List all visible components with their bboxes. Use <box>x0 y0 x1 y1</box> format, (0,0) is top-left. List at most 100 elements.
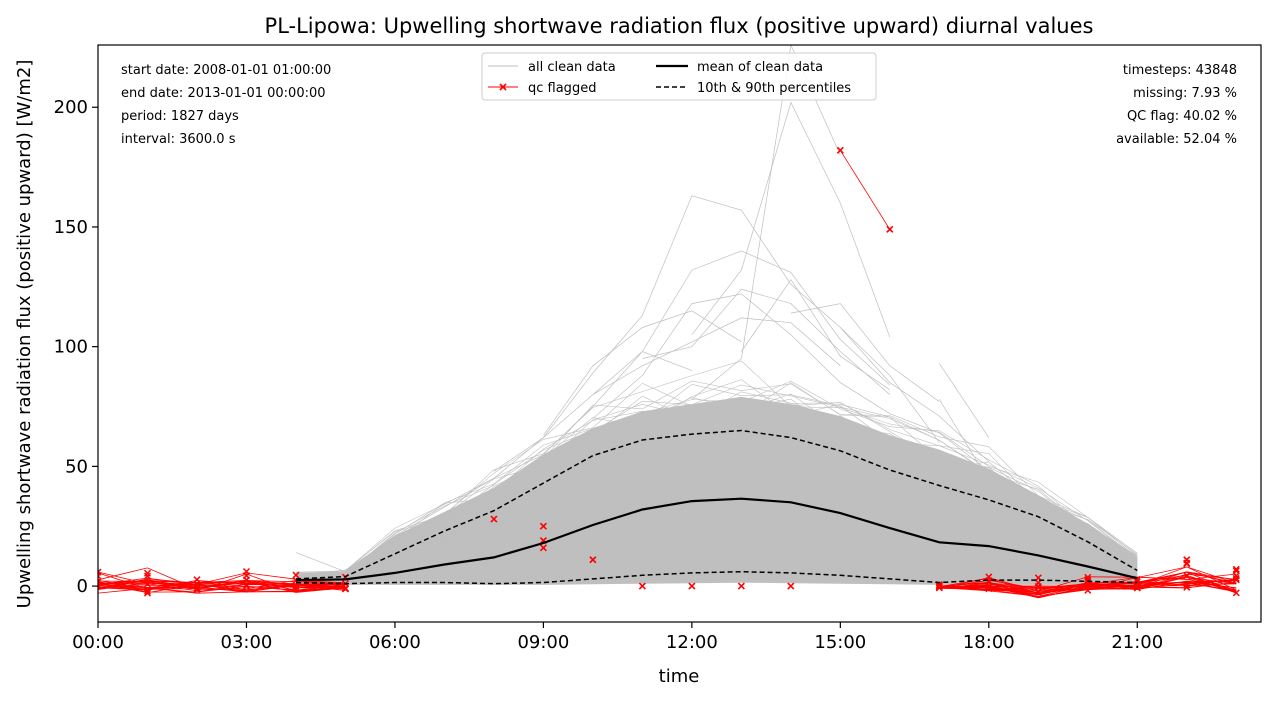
clean-data-line <box>295 507 1138 582</box>
qc-flagged-point <box>589 556 597 564</box>
info-block-left: start date: 2008-01-01 01:00:00 end date… <box>121 63 331 147</box>
qc-flagged-marker <box>143 572 152 580</box>
clean-data-line <box>295 461 1138 579</box>
y-tick-label: 150 <box>54 217 88 238</box>
clean-outlier-line <box>592 317 841 395</box>
info-period: period: 1827 days <box>121 109 239 124</box>
qc-flagged-marker <box>143 569 152 577</box>
clean-data-line <box>295 433 1138 579</box>
info-block-right: timesteps: 43848 missing: 7.93 % QC flag… <box>1116 63 1237 147</box>
clean-data-line <box>295 360 1138 575</box>
qc-flagged-line <box>98 579 346 591</box>
clean-data-line <box>295 410 1138 575</box>
qc-flagged-marker <box>143 580 152 588</box>
plot-frame <box>97 44 1262 623</box>
qc-flagged-marker <box>985 585 993 593</box>
legend-frame <box>481 52 877 101</box>
qc-flagged-point <box>539 544 547 552</box>
qc-flagged-marker <box>98 581 102 589</box>
clean-data-line <box>295 513 1138 583</box>
clean-data-line <box>295 489 1138 582</box>
clean-data-line <box>295 433 1138 577</box>
clean-data-line <box>295 458 1138 579</box>
qc-flagged-marker <box>1232 574 1240 582</box>
qc-flagged-marker <box>1133 584 1141 592</box>
clean-data-line <box>295 391 1138 575</box>
clean-data-line <box>295 452 1138 579</box>
y-axis-label: Upwelling shortwave radiation flux (posi… <box>14 60 35 609</box>
info-missing: missing: 7.93 % <box>1133 86 1237 101</box>
percentile-10-line <box>295 570 1138 585</box>
clean-outlier-line <box>741 278 890 391</box>
legend-swatch-flagged-marker <box>499 83 507 91</box>
qc-flagged-marker <box>193 584 201 592</box>
x-tick-label: 00:00 <box>72 632 124 653</box>
plot-area <box>97 44 1262 623</box>
qc-flagged-marker <box>1034 582 1042 590</box>
clean-data-line <box>295 380 1138 575</box>
info-start-date: start date: 2008-01-01 01:00:00 <box>121 63 331 78</box>
y-tick-label: 200 <box>54 97 88 118</box>
qc-flagged-marker <box>242 581 250 589</box>
qc-flagged-marker <box>98 582 102 590</box>
qc-flagged-point <box>638 582 646 590</box>
clean-data-lines <box>295 45 1138 585</box>
info-end-date: end date: 2013-01-01 00:00:00 <box>121 86 326 101</box>
clean-outlier-line <box>543 250 891 455</box>
qc-flagged-point <box>787 582 795 590</box>
clean-data-line <box>295 433 1138 578</box>
qc-flagged-point <box>490 515 498 523</box>
x-tick-label: 06:00 <box>369 632 421 653</box>
info-timesteps: timesteps: 43848 <box>1123 63 1237 78</box>
statistics-series <box>295 429 1138 585</box>
clean-outlier-line <box>642 288 891 395</box>
clean-data-line <box>295 383 1138 575</box>
qc-flagged-point <box>836 146 844 154</box>
clean-data-line <box>295 537 1138 584</box>
x-tick-label: 18:00 <box>963 632 1015 653</box>
chart-legend: all clean data qc flagged mean of clean … <box>481 52 877 101</box>
qc-flagged-marker <box>1034 588 1042 596</box>
percentile-90-line <box>295 429 1138 580</box>
qc-flagged-point <box>688 582 696 590</box>
clean-data-line <box>295 535 1138 584</box>
qc-flagged-marker <box>1183 583 1191 591</box>
clean-data-line <box>295 544 1138 585</box>
clean-outlier-line <box>295 195 940 573</box>
clean-data-line <box>295 446 1138 578</box>
x-tick-label: 09:00 <box>517 632 569 653</box>
qc-flagged-marker <box>1232 589 1240 597</box>
legend-label-flagged: qc flagged <box>528 81 596 96</box>
clean-outlier-line <box>691 101 891 338</box>
clean-data-line <box>295 551 1138 585</box>
y-tick-label: 0 <box>77 576 88 597</box>
info-interval: interval: 3600.0 s <box>121 132 236 147</box>
x-tick-label: 21:00 <box>1111 632 1163 653</box>
x-tick-label: 03:00 <box>221 632 273 653</box>
qc-flagged-marker <box>143 589 152 597</box>
qc-flagged-point <box>1232 565 1240 573</box>
qc-flagged-line <box>98 581 346 591</box>
clean-outlier-line <box>493 351 693 472</box>
qc-flagged-point <box>737 582 745 590</box>
clean-data-line <box>295 534 1138 584</box>
qc-flagged-marker <box>193 586 201 594</box>
mean-line <box>295 497 1138 582</box>
clean-outlier-line <box>939 399 990 481</box>
qc-flagged-marker <box>292 585 300 593</box>
qc-flagged-line <box>98 583 346 594</box>
y-tick-label: 100 <box>54 337 88 358</box>
legend-label-mean: mean of clean data <box>697 60 823 75</box>
clean-data-line <box>295 410 1138 575</box>
clean-outlier-line <box>543 310 742 436</box>
x-tick-label: 15:00 <box>814 632 866 653</box>
qc-flagged-marker <box>1232 576 1240 584</box>
x-tick-label: 12:00 <box>666 632 718 653</box>
clean-data-line <box>295 453 1138 578</box>
x-axis-label: time <box>659 666 700 687</box>
clean-data-line <box>295 380 1138 573</box>
info-available: available: 52.04 % <box>1116 132 1237 147</box>
